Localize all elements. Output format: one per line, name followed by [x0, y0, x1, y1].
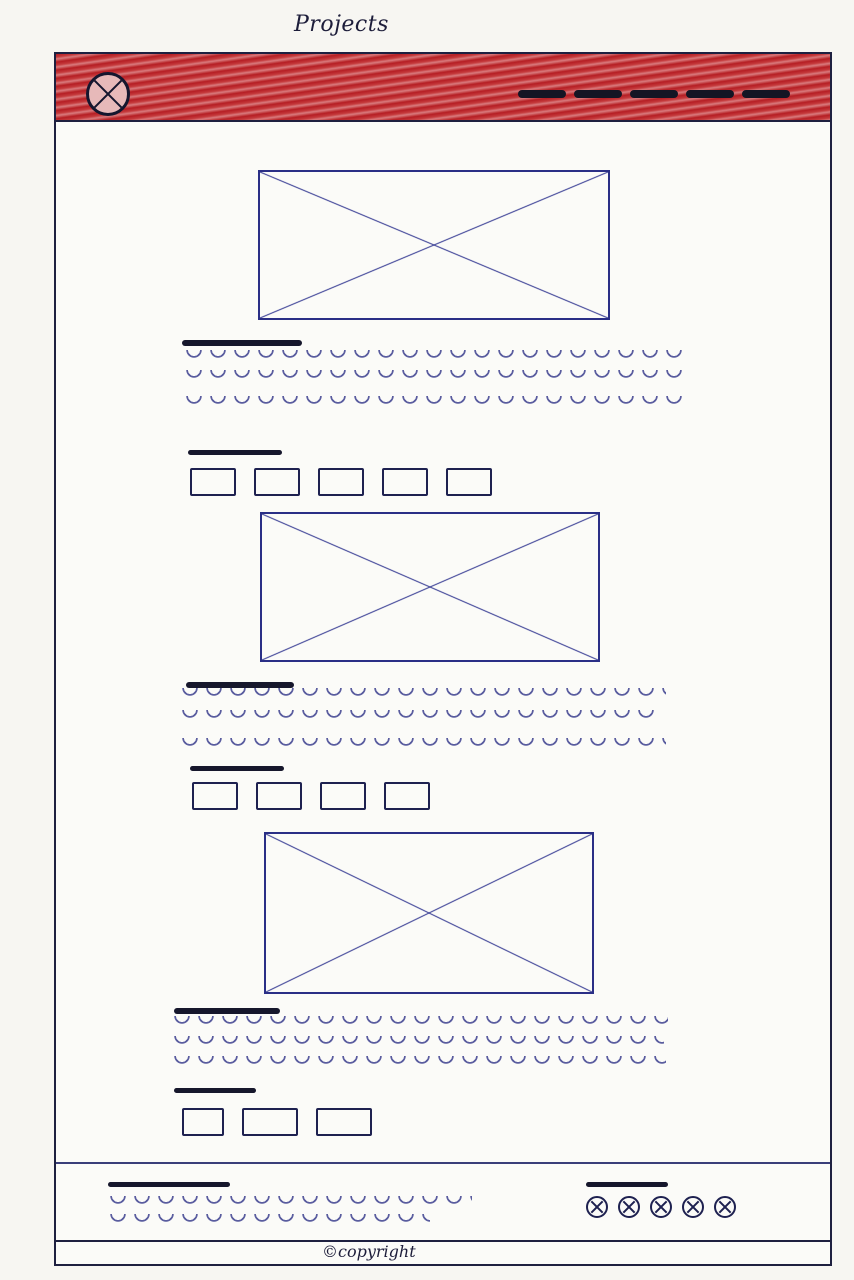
tag-box[interactable] — [254, 468, 300, 496]
social-icon[interactable] — [618, 1196, 640, 1218]
tag-box[interactable] — [182, 1108, 224, 1136]
tag-box[interactable] — [316, 1108, 372, 1136]
social-links — [586, 1196, 736, 1218]
text-line-placeholder — [170, 1056, 666, 1064]
project-image-placeholder — [258, 170, 610, 320]
tag-row — [182, 1108, 372, 1136]
tag-row — [192, 782, 430, 810]
tag-box[interactable] — [320, 782, 366, 810]
nav-menu — [518, 90, 790, 98]
copyright-text: ©copyright — [322, 1242, 416, 1261]
text-line-placeholder — [182, 350, 688, 358]
tags-label-placeholder — [174, 1088, 256, 1093]
footer-title-placeholder — [108, 1182, 230, 1187]
page-frame: ©copyright — [54, 52, 832, 1266]
project-title-placeholder — [182, 340, 302, 346]
footer-text-line-placeholder — [106, 1214, 430, 1222]
text-line-placeholder — [170, 1036, 664, 1044]
tag-box[interactable] — [256, 782, 302, 810]
tag-row — [190, 468, 492, 496]
text-line-placeholder — [170, 1016, 668, 1024]
nav-item[interactable] — [742, 90, 790, 98]
nav-item[interactable] — [574, 90, 622, 98]
sheet-title: Projects — [294, 12, 389, 37]
project-title-placeholder — [174, 1008, 280, 1014]
header — [56, 54, 830, 122]
text-line-placeholder — [178, 738, 666, 746]
text-line-placeholder — [178, 688, 666, 696]
tags-label-placeholder — [190, 766, 284, 771]
logo-placeholder-icon[interactable] — [86, 72, 130, 116]
tag-box[interactable] — [242, 1108, 298, 1136]
tag-box[interactable] — [382, 468, 428, 496]
social-icon[interactable] — [586, 1196, 608, 1218]
footer-text-line-placeholder — [106, 1196, 472, 1204]
social-icon[interactable] — [650, 1196, 672, 1218]
tag-box[interactable] — [190, 468, 236, 496]
text-line-placeholder — [178, 710, 662, 718]
tag-box[interactable] — [446, 468, 492, 496]
social-icon[interactable] — [714, 1196, 736, 1218]
nav-item[interactable] — [518, 90, 566, 98]
social-icon[interactable] — [682, 1196, 704, 1218]
tag-box[interactable] — [384, 782, 430, 810]
text-line-placeholder — [182, 396, 688, 404]
project-title-placeholder — [186, 682, 294, 688]
tags-label-placeholder — [188, 450, 282, 455]
project-image-placeholder — [264, 832, 594, 994]
text-line-placeholder — [182, 370, 682, 378]
tag-box[interactable] — [192, 782, 238, 810]
tag-box[interactable] — [318, 468, 364, 496]
nav-item[interactable] — [686, 90, 734, 98]
footer — [56, 1162, 830, 1242]
nav-item[interactable] — [630, 90, 678, 98]
project-image-placeholder — [260, 512, 600, 662]
social-label-placeholder — [586, 1182, 668, 1187]
copyright-bar: ©copyright — [56, 1240, 830, 1266]
